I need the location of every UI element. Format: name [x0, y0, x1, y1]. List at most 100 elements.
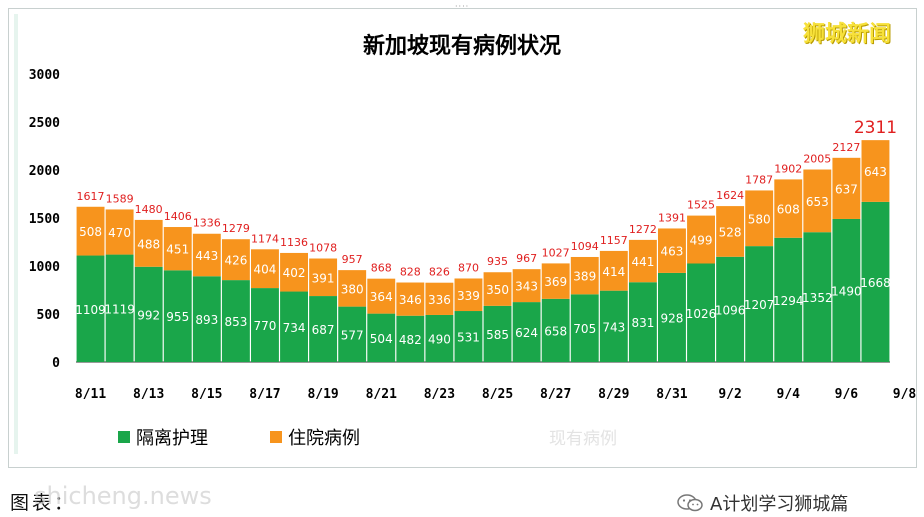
data-label-isolation: 658	[544, 324, 567, 338]
data-label-isolation: 1207	[744, 298, 775, 312]
data-label-isolation: 1352	[802, 291, 833, 305]
x-tick-label: 8/19	[307, 387, 338, 402]
data-label-isolation: 687	[312, 323, 335, 337]
data-label-total: 1272	[629, 223, 657, 236]
bar-hospital	[192, 233, 221, 277]
source-watermark: shicheng.news	[34, 482, 212, 510]
data-label-hospital: 580	[748, 212, 771, 226]
x-tick-label: 9/6	[835, 387, 859, 402]
bar-isolation	[803, 232, 832, 362]
y-tick-label: 2000	[29, 164, 60, 179]
data-label-hospital: 653	[806, 195, 829, 209]
data-label-isolation: 992	[137, 308, 160, 322]
data-label-total: 1391	[658, 211, 686, 224]
data-label-total: 1406	[164, 210, 192, 223]
bar-hospital	[280, 252, 308, 292]
data-label-isolation: 955	[166, 310, 189, 324]
data-label-isolation: 585	[486, 328, 509, 342]
bar-hospital	[483, 272, 512, 306]
data-label-isolation: 831	[631, 316, 654, 330]
data-label-hospital: 350	[486, 283, 509, 297]
data-label-total: 1157	[600, 234, 628, 247]
bar-isolation	[221, 280, 250, 362]
data-label-total: 957	[342, 253, 363, 266]
data-label-hospital: 364	[370, 290, 393, 304]
data-label-isolation: 1026	[686, 307, 717, 321]
x-tick-label: 8/13	[133, 387, 164, 402]
legend-item-hospital: 住院病例	[270, 424, 360, 450]
data-label-hospital: 443	[195, 249, 218, 263]
x-tick-label: 9/8	[893, 387, 917, 402]
chart-title: 新加坡现有病例状况	[362, 34, 561, 59]
x-tick-label: 8/27	[540, 387, 571, 402]
data-label-hospital: 414	[602, 265, 625, 279]
bar-isolation	[251, 288, 279, 362]
y-tick-label: 1000	[29, 260, 60, 275]
data-label-hospital: 488	[137, 237, 160, 251]
bar-hospital	[134, 219, 163, 267]
bar-isolation	[367, 313, 396, 362]
data-label-total: 967	[516, 252, 537, 265]
bar-hospital	[628, 239, 657, 283]
data-label-isolation: 1109	[75, 303, 106, 317]
bar-hospital	[861, 140, 890, 202]
resize-handle-icon[interactable]: ····	[455, 2, 470, 11]
data-label-total: 1279	[222, 222, 250, 235]
bar-isolation	[105, 254, 134, 362]
data-label-isolation: 928	[661, 311, 684, 325]
data-label-total: 1480	[135, 203, 163, 216]
x-tick-label: 8/25	[482, 387, 513, 402]
data-label-isolation: 1096	[715, 303, 746, 317]
bar-hospital	[599, 250, 628, 291]
data-label-total: 826	[429, 266, 450, 279]
data-label-isolation: 770	[254, 319, 277, 333]
data-label-total: 1336	[193, 217, 221, 230]
y-tick-label: 3000	[29, 68, 60, 83]
bar-hospital	[163, 227, 192, 271]
chart-legend: 隔离护理 住院病例	[118, 424, 360, 450]
data-label-hospital: 402	[283, 266, 306, 280]
bar-isolation	[163, 270, 192, 362]
data-label-isolation: 504	[370, 332, 393, 346]
data-label-hospital: 336	[428, 293, 451, 307]
bar-hospital	[832, 157, 861, 219]
bar-hospital	[803, 169, 832, 233]
bar-isolation	[541, 298, 570, 362]
bar-hospital	[396, 282, 425, 316]
bar-isolation	[512, 302, 541, 362]
faint-watermark-text: 现有病例	[549, 429, 617, 449]
data-label-isolation: 853	[224, 315, 247, 329]
data-label-total: 2311	[854, 118, 897, 138]
data-label-isolation: 490	[428, 332, 451, 346]
bar-hospital	[658, 228, 686, 273]
brand-logo-text: 狮城新闻	[803, 22, 892, 47]
data-label-hospital: 380	[341, 282, 364, 296]
bar-hospital	[454, 278, 483, 312]
data-label-hospital: 608	[777, 203, 800, 217]
bar-isolation	[599, 290, 628, 362]
data-label-total: 1094	[571, 240, 599, 253]
data-label-isolation: 1490	[831, 284, 862, 298]
bar-isolation	[192, 276, 221, 362]
data-label-hospital: 470	[108, 226, 131, 240]
bar-hospital	[570, 256, 599, 295]
x-tick-label: 8/31	[656, 387, 687, 402]
bar-isolation	[280, 291, 308, 362]
data-label-isolation: 1294	[773, 294, 804, 308]
bar-hospital	[309, 258, 338, 297]
data-label-total: 1136	[280, 236, 308, 249]
bar-isolation	[570, 294, 599, 362]
bar-hospital	[716, 206, 745, 257]
data-label-isolation: 531	[457, 331, 480, 345]
data-label-hospital: 528	[719, 225, 742, 239]
legend-label-isolation: 隔离护理	[136, 428, 208, 449]
data-label-hospital: 404	[254, 263, 277, 277]
bar-isolation	[483, 305, 512, 362]
data-label-hospital: 637	[835, 182, 858, 196]
bar-isolation	[628, 282, 657, 362]
bar-isolation	[338, 306, 367, 362]
data-label-total: 2005	[803, 153, 831, 166]
bar-hospital	[251, 249, 279, 289]
bar-hospital	[221, 239, 250, 281]
bar-hospital	[338, 270, 367, 307]
